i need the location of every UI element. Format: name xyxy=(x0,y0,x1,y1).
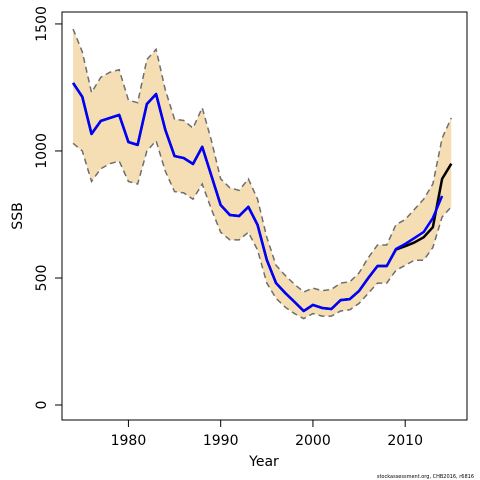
y-tick-label: 1000 xyxy=(34,133,50,169)
plot-frame xyxy=(61,11,468,421)
x-tick-label: 1980 xyxy=(111,433,147,449)
band-upper xyxy=(72,28,452,293)
y-axis-label: SSB xyxy=(10,202,26,229)
footnote: stockassessment.org, CHB2016, r6816 xyxy=(377,474,474,480)
x-tick-label: 1990 xyxy=(203,433,239,449)
y-tick-label: 0 xyxy=(34,401,50,410)
confidence-band xyxy=(73,29,452,319)
series-line xyxy=(72,82,444,313)
x-axis-label: Year xyxy=(248,454,279,470)
x-tick-label: 2000 xyxy=(295,433,331,449)
x-tick-label: 2010 xyxy=(387,433,423,449)
y-tick-label: 500 xyxy=(34,265,50,292)
y-tick-label: 1500 xyxy=(34,6,50,42)
band-lower xyxy=(72,139,452,320)
